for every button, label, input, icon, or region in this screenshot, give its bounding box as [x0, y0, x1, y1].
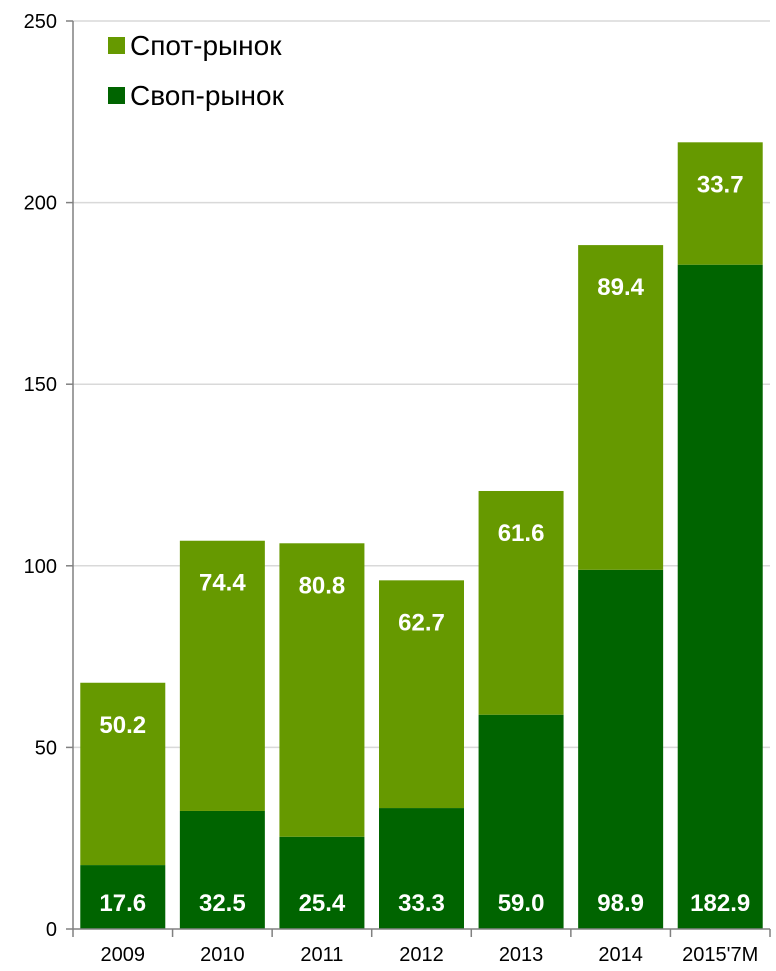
bars: 17.6 50.2 32.5 74.4 25.4 80.8 33.3 62.7 59.0 61.6…: [80, 142, 763, 929]
legend-swatch: [108, 37, 125, 54]
data-label: 89.4: [597, 274, 644, 301]
bar-segment: [279, 836, 365, 929]
bar-segment: [478, 490, 564, 715]
data-label: 17.6: [99, 890, 146, 917]
bar-segment: [179, 810, 265, 929]
legend-label: Своп-рынок: [130, 80, 285, 111]
data-label: 98.9: [597, 890, 644, 917]
x-tick-label: 2011: [300, 944, 343, 966]
data-label: 62.7: [398, 609, 445, 636]
data-label: 25.4: [299, 890, 346, 917]
data-label: 33.3: [398, 890, 445, 917]
data-label: 74.4: [199, 570, 246, 597]
y-tick-label: 150: [24, 374, 57, 396]
data-label: 50.2: [99, 712, 146, 739]
axes: 0 50 100 150 200 250 2009 2010 2011 2012 2013 2014 2…: [24, 11, 771, 966]
legend: Спот-рынок Своп-рынок: [108, 30, 285, 111]
bar-segment: [379, 808, 464, 929]
bar-segment: [578, 569, 664, 929]
x-tick-label: 2013: [499, 944, 544, 966]
legend-label: Спот-рынок: [130, 30, 282, 61]
data-label: 33.7: [697, 171, 744, 198]
x-tick-label: 2012: [399, 944, 444, 966]
data-label: 80.8: [299, 572, 346, 599]
bar-segment: [379, 580, 464, 809]
y-tick-label: 200: [24, 193, 57, 215]
bar-segment: [80, 865, 166, 929]
x-tick-label: 2010: [200, 944, 245, 966]
x-tick-label: 2014: [598, 944, 643, 966]
bar-segment: [80, 682, 166, 866]
bar-segment: [478, 714, 564, 929]
x-tick-label: 2009: [101, 944, 146, 966]
bar-segment: [179, 540, 265, 811]
legend-swatch: [108, 87, 125, 104]
x-tick-label: 2015'7M: [682, 944, 758, 966]
y-tick-label: 100: [24, 556, 57, 578]
bar-segment: [677, 264, 763, 929]
bar-segment: [677, 142, 763, 265]
data-label: 61.6: [498, 520, 545, 547]
y-tick-label: 0: [46, 919, 57, 941]
data-label: 182.9: [690, 890, 750, 917]
bar-segment: [578, 245, 664, 570]
bar-segment: [279, 543, 365, 837]
data-label: 59.0: [498, 890, 545, 917]
data-label: 32.5: [199, 890, 246, 917]
y-tick-label: 250: [24, 11, 57, 33]
y-tick-label: 50: [35, 737, 57, 759]
